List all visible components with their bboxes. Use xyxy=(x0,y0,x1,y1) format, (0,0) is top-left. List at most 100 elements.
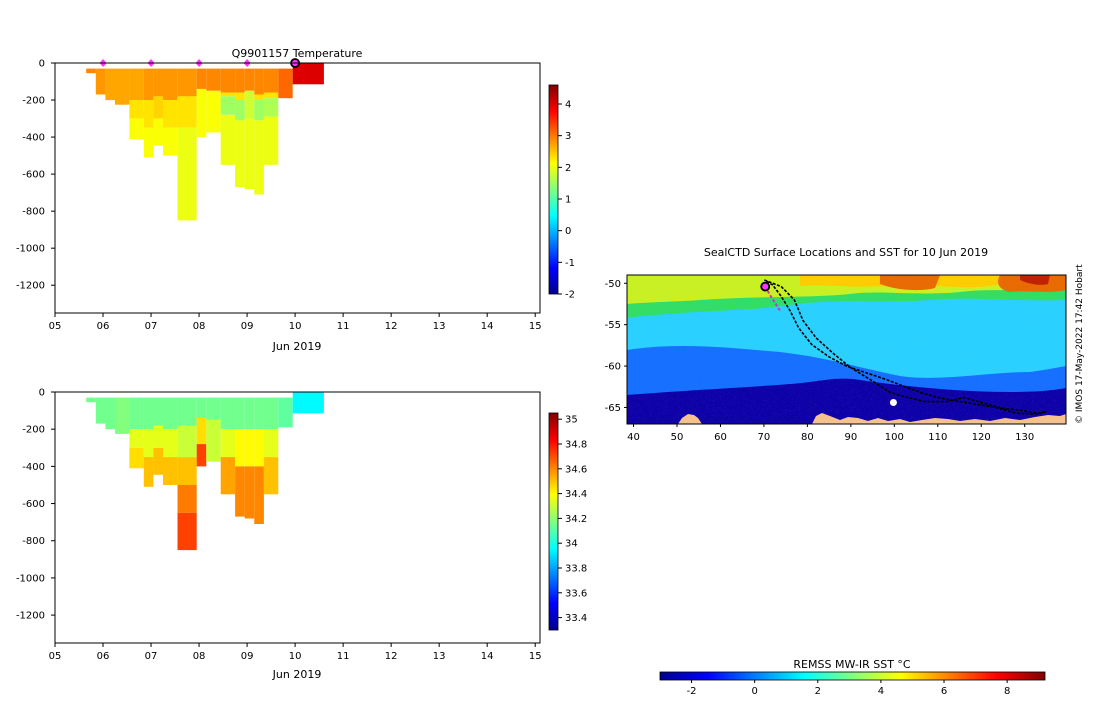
profile-cell xyxy=(292,63,324,85)
profile-cell xyxy=(263,397,279,430)
y-tick-label: 0 xyxy=(39,59,45,70)
colorbar-tick-label: 3 xyxy=(565,131,571,142)
profile-cell xyxy=(143,127,154,158)
profile-cell xyxy=(129,100,144,119)
profile-cell xyxy=(153,425,163,448)
map-title: SealCTD Surface Locations and SST for 10… xyxy=(704,246,988,259)
colorbar-tick-label: 34.4 xyxy=(565,489,587,500)
salinity-colorbar-ticks: 35 34.8 34.6 34.4 34.2 34 33.8 33.6 33.4 xyxy=(558,415,587,624)
x-tick-label: 06 xyxy=(97,651,110,662)
salinity-y-axis: 0 -200 -400 -600 -800 -1000 -1200 xyxy=(16,388,55,622)
seal-tracks xyxy=(760,279,1047,415)
colorbar-tick-label: 0 xyxy=(565,226,571,237)
profile-cell xyxy=(244,90,255,119)
colorbar-tick-label: 35 xyxy=(565,415,578,426)
colorbar-tick-label: 1 xyxy=(565,195,571,206)
sst-colorbar-tick-label: 0 xyxy=(751,686,757,697)
profile-cell xyxy=(163,127,178,156)
x-tick-label: 05 xyxy=(49,651,62,662)
map-x-tick-label: 90 xyxy=(844,432,857,443)
x-tick-label: 07 xyxy=(145,651,158,662)
profile-cell xyxy=(163,397,178,430)
y-tick-label: -1000 xyxy=(16,244,45,255)
profile-cell xyxy=(254,466,264,524)
x-tick-label: 13 xyxy=(433,651,446,662)
profile-cell xyxy=(196,418,207,444)
profile-cell xyxy=(105,68,115,101)
x-tick-label: 11 xyxy=(337,321,350,332)
profile-cell xyxy=(86,68,96,74)
profile-cell xyxy=(163,100,178,128)
profile-cell xyxy=(278,397,293,428)
profile-cell xyxy=(163,429,178,458)
map-x-tick-label: 110 xyxy=(928,432,947,443)
x-tick-label: 07 xyxy=(145,321,158,332)
temperature-x-axis: 05 06 07 08 09 10 11 12 13 14 15 xyxy=(49,313,542,332)
salinity-profiles xyxy=(86,392,324,551)
profile-cell xyxy=(177,127,197,221)
profile-cell xyxy=(206,419,221,462)
map-x-tick-label: 70 xyxy=(758,432,771,443)
imos-credit: © IMOS 17-May-2022 17:42 Hobart xyxy=(1075,264,1085,424)
ice-patch xyxy=(889,398,897,406)
temperature-y-axis: 0 -200 -400 -600 -800 -1000 -1200 xyxy=(16,59,55,292)
profile-cell xyxy=(129,118,144,139)
profile-cell xyxy=(263,457,279,495)
x-tick-label: 15 xyxy=(529,321,542,332)
x-tick-label: 06 xyxy=(97,321,110,332)
x-tick-label: 14 xyxy=(481,321,494,332)
y-tick-label: -200 xyxy=(22,425,45,436)
seal-track-full xyxy=(763,279,1047,415)
profile-cell xyxy=(129,429,144,448)
x-tick-label: 13 xyxy=(433,321,446,332)
profile-cell xyxy=(95,397,106,424)
colorbar-tick-label: 34.6 xyxy=(565,464,587,475)
y-tick-label: -1000 xyxy=(16,573,45,584)
temperature-plot-frame xyxy=(54,62,541,314)
x-tick-label: 08 xyxy=(193,651,206,662)
profile-cell xyxy=(196,68,207,89)
profile-cell xyxy=(254,68,264,95)
seal-track-recent xyxy=(764,286,781,312)
profile-cell xyxy=(177,397,197,426)
map-x-tick-label: 60 xyxy=(714,432,727,443)
y-tick-label: -400 xyxy=(22,462,45,473)
salinity-x-label: Jun 2019 xyxy=(272,668,322,681)
y-tick-label: -600 xyxy=(22,170,45,181)
profile-cell xyxy=(143,429,154,458)
profile-cell xyxy=(263,116,279,165)
salinity-panel: 05 06 07 08 09 10 11 12 13 14 15 0 -200 -400 -600 -800… xyxy=(16,388,587,682)
map-y-tick-label: -50 xyxy=(605,279,621,290)
x-tick-label: 09 xyxy=(241,321,254,332)
profile-cell xyxy=(177,68,197,97)
profile-cell xyxy=(206,90,221,133)
profile-cell xyxy=(163,457,178,485)
sst-colorbar-ticks: -2 0 2 4 6 8 xyxy=(687,680,1010,697)
profile-cell xyxy=(129,397,144,430)
y-tick-label: 0 xyxy=(39,388,45,399)
profile-cell xyxy=(220,92,236,97)
antarctic-coast xyxy=(678,398,1066,424)
x-tick-label: 08 xyxy=(193,321,206,332)
map-x-tick-label: 120 xyxy=(972,432,991,443)
temperature-colorbar-ticks: 4 3 2 1 0 -1 -2 xyxy=(558,100,575,301)
profile-cell xyxy=(235,397,245,430)
sst-colorbar-tick-label: 2 xyxy=(815,686,821,697)
map-y-tick-label: -65 xyxy=(605,403,621,414)
sst-colorbar-tick-label: 8 xyxy=(1004,686,1010,697)
colorbar-tick-label: -2 xyxy=(565,290,575,301)
salinity-colorbar xyxy=(548,412,559,631)
map-y-axis: -50 -55 -60 -65 xyxy=(605,279,627,414)
temperature-x-label: Jun 2019 xyxy=(272,340,322,353)
profile-cell xyxy=(254,429,264,467)
profile-cell xyxy=(177,485,197,513)
y-tick-label: -400 xyxy=(22,133,45,144)
profile-cell xyxy=(153,68,163,97)
profile-cell xyxy=(220,429,236,458)
profile-cell xyxy=(244,118,255,189)
profile-cell xyxy=(263,429,279,458)
x-tick-label: 05 xyxy=(49,321,62,332)
y-tick-label: -1200 xyxy=(16,611,45,622)
profile-cell xyxy=(115,68,130,105)
profile-cell xyxy=(177,425,197,458)
